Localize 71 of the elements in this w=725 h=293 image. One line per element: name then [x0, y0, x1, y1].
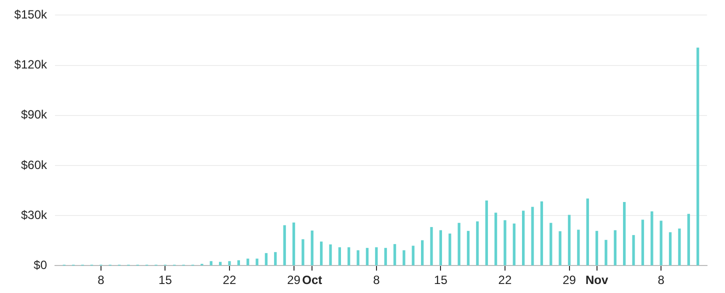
x-tick-label: Oct	[302, 273, 322, 288]
x-tick-label: 15	[434, 273, 448, 288]
bar	[338, 247, 342, 266]
x-tick-label: 22	[498, 273, 512, 288]
bar	[384, 248, 387, 266]
x-tick-label: 29	[287, 273, 301, 288]
bar	[218, 262, 222, 266]
bar	[356, 250, 360, 266]
bar	[577, 230, 580, 266]
bar	[237, 260, 240, 266]
bar	[439, 230, 442, 266]
bar	[595, 230, 598, 266]
y-tick-label: $150k	[14, 8, 48, 22]
bar	[632, 235, 635, 266]
y-tick-label: $30k	[20, 208, 48, 222]
x-tick-label: 8	[373, 273, 380, 288]
bar	[540, 201, 544, 266]
bar	[550, 222, 552, 266]
x-tick-label: Nov	[585, 273, 608, 288]
bar	[228, 261, 231, 266]
bar	[466, 230, 470, 266]
bar	[283, 225, 286, 266]
bar	[476, 221, 479, 266]
bar	[678, 228, 681, 266]
bar	[320, 242, 323, 266]
bar	[512, 224, 516, 266]
bar	[402, 250, 406, 266]
bar	[668, 232, 672, 266]
bar	[485, 200, 488, 266]
x-tick-label: 29	[562, 273, 576, 288]
bar	[274, 252, 277, 266]
bar	[494, 212, 498, 266]
bar	[604, 240, 608, 266]
bar	[430, 227, 433, 266]
x-tick-label: 15	[158, 273, 172, 288]
bar	[641, 220, 644, 266]
x-tick-label: 22	[222, 273, 236, 288]
bar	[256, 258, 258, 266]
bar	[614, 230, 616, 266]
bar	[348, 247, 350, 266]
bar	[558, 231, 562, 266]
bar	[458, 222, 460, 266]
bar	[568, 214, 571, 266]
bar	[375, 247, 378, 266]
bar	[264, 253, 268, 266]
y-tick-label: $0	[34, 258, 48, 272]
x-tick-label: 8	[658, 273, 665, 288]
bar	[623, 202, 626, 266]
y-tick-label: $120k	[14, 58, 48, 72]
bar	[650, 211, 654, 266]
bar	[448, 234, 452, 266]
bar	[687, 214, 690, 266]
bar	[522, 210, 525, 266]
y-tick-label: $90k	[20, 108, 48, 122]
bar	[420, 240, 424, 266]
bar	[302, 239, 304, 266]
bar	[531, 206, 534, 266]
bar	[210, 261, 212, 266]
y-tick-label: $60k	[20, 158, 48, 172]
bar	[504, 220, 506, 266]
bar	[246, 258, 250, 266]
bar	[660, 220, 662, 266]
x-tick-label: 8	[98, 273, 105, 288]
bar	[292, 222, 296, 266]
bar	[586, 198, 589, 266]
bar	[696, 48, 700, 266]
bar	[366, 248, 369, 266]
bar	[310, 230, 314, 266]
bar	[329, 244, 332, 266]
bar	[393, 244, 396, 266]
bar	[412, 246, 414, 266]
